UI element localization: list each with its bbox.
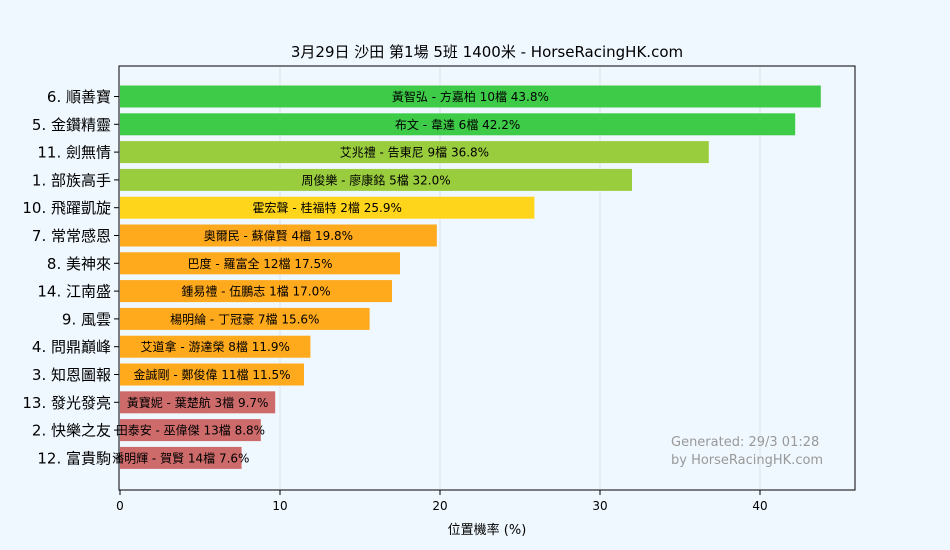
x-tick-label: 30 bbox=[592, 499, 607, 513]
y-tick-label: 3. 知恩圖報 bbox=[32, 366, 111, 384]
bar-label: 田泰安 - 巫偉傑 13檔 8.8% bbox=[116, 423, 265, 438]
bar-label: 巴度 - 羅富全 12檔 17.5% bbox=[188, 256, 333, 271]
bar-label: 金誠剛 - 鄭俊偉 11檔 11.5% bbox=[134, 367, 291, 382]
bar-label: 艾兆禮 - 告東尼 9檔 36.8% bbox=[340, 146, 489, 160]
y-tick-labels: 6. 順善寶 5. 金鑽精靈 11. 劍無情 1. 部族高手 10. 飛躍凱旋 7. 常常… bbox=[22, 88, 119, 467]
y-tick-label: 4. 問鼎巔峰 bbox=[32, 338, 111, 356]
y-tick-label: 2. 快樂之友 bbox=[32, 422, 111, 440]
bar bbox=[120, 419, 261, 442]
bar bbox=[120, 335, 311, 358]
bar-label: 楊明綸 - 丁冠豪 7檔 15.6% bbox=[170, 311, 319, 326]
y-tick-label: 14. 江南盛 bbox=[37, 283, 111, 301]
bar bbox=[120, 113, 796, 136]
gridlines bbox=[279, 67, 761, 489]
bar bbox=[120, 85, 821, 108]
y-tick-label: 8. 美神來 bbox=[47, 255, 111, 273]
bar bbox=[120, 307, 370, 330]
bar-label: 霍宏聲 - 桂福特 2檔 25.9% bbox=[253, 200, 402, 215]
bar-label: 黃寶妮 - 葉楚航 3檔 9.7% bbox=[127, 395, 269, 410]
y-tick-label: 10. 飛躍凱旋 bbox=[22, 199, 111, 217]
y-tick-label: 6. 順善寶 bbox=[47, 88, 111, 106]
y-tick-label: 12. 富貴駒 bbox=[37, 449, 111, 467]
y-tick-label: 11. 劍無情 bbox=[37, 144, 111, 162]
bar bbox=[120, 252, 400, 275]
bar bbox=[120, 168, 632, 191]
bar-label: 奧爾民 - 蘇偉賢 4檔 19.8% bbox=[204, 229, 353, 243]
bar bbox=[120, 224, 437, 247]
x-ticks: 0 10 20 30 40 bbox=[116, 490, 768, 513]
y-tick-label: 13. 發光發亮 bbox=[22, 394, 111, 412]
bar bbox=[120, 363, 304, 386]
watermark-line-1: Generated: 29/3 01:28 bbox=[671, 435, 819, 450]
x-axis-label: 位置機率 (%) bbox=[448, 522, 527, 538]
y-tick-label: 9. 風雲 bbox=[62, 310, 111, 328]
bar-label: 周俊樂 - 廖康銘 5檔 32.0% bbox=[301, 172, 450, 187]
y-tick-label: 1. 部族高手 bbox=[32, 171, 111, 189]
bar bbox=[120, 196, 535, 219]
x-tick-label: 10 bbox=[272, 499, 287, 513]
bar-label: 潘明輝 - 賀賢 14檔 7.6% bbox=[112, 451, 249, 465]
y-tick-label: 5. 金鑽精靈 bbox=[32, 116, 111, 134]
bar bbox=[120, 391, 276, 414]
x-tick-label: 20 bbox=[432, 499, 447, 513]
bar-label: 艾道拿 - 游達榮 8檔 11.9% bbox=[141, 339, 290, 354]
bar-label: 黃智弘 - 方嘉柏 10檔 43.8% bbox=[392, 89, 549, 104]
bar-label: 鍾易禮 - 伍鵬志 1檔 17.0% bbox=[181, 285, 330, 299]
y-tick-label: 7. 常常感恩 bbox=[32, 227, 111, 245]
chart-title: 3月29日 沙田 第1場 5班 1400米 - HorseRacingHK.co… bbox=[291, 43, 683, 61]
watermark-line-2: by HorseRacingHK.com bbox=[671, 453, 823, 468]
bar bbox=[120, 446, 242, 469]
bar-labels: 黃智弘 - 方嘉柏 10檔 43.8% 布文 - 韋達 6檔 42.2% 艾兆禮 -… bbox=[112, 89, 549, 465]
bar-label: 布文 - 韋達 6檔 42.2% bbox=[395, 117, 520, 132]
x-tick-label: 40 bbox=[752, 499, 767, 513]
bar bbox=[120, 141, 709, 164]
x-tick-label: 0 bbox=[116, 499, 124, 513]
bar bbox=[120, 280, 392, 303]
bars bbox=[120, 85, 821, 469]
